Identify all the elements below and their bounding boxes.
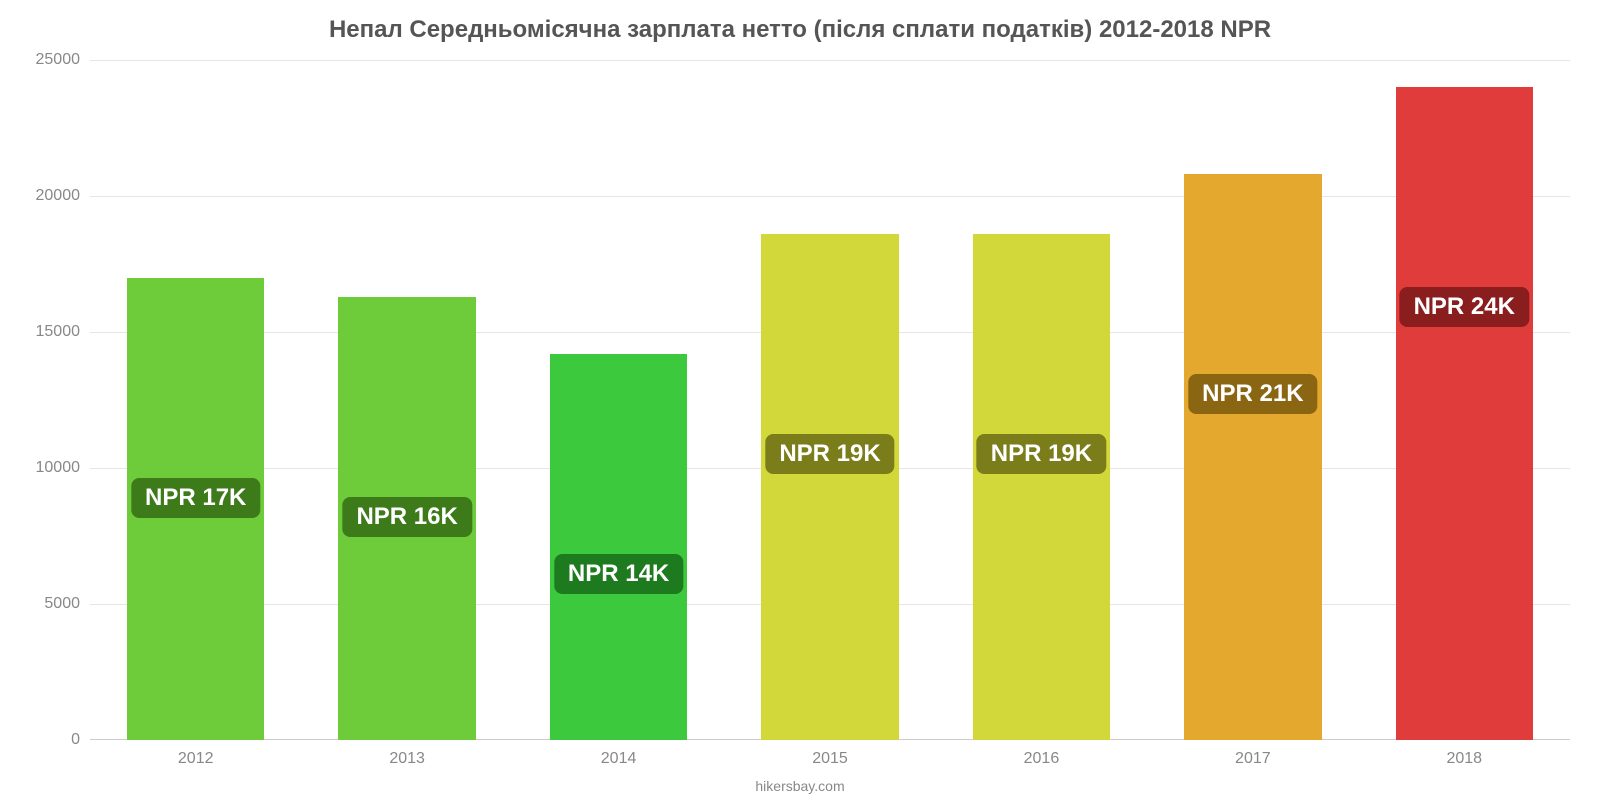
y-tick-label: 0 <box>71 731 90 749</box>
x-tick-label: 2015 <box>812 740 848 768</box>
plot-area: 0500010000150002000025000NPR 17K2012NPR … <box>90 60 1570 740</box>
gridline <box>90 196 1570 197</box>
bar-value-label: NPR 16K <box>342 497 471 537</box>
chart-title: Непал Середньомісячна зарплата нетто (пі… <box>0 16 1600 44</box>
y-tick-label: 5000 <box>44 595 90 613</box>
chart-container: Непал Середньомісячна зарплата нетто (пі… <box>0 0 1600 800</box>
bar <box>973 234 1110 740</box>
gridline <box>90 60 1570 61</box>
bar-value-label: NPR 17K <box>131 478 260 518</box>
x-tick-label: 2014 <box>601 740 637 768</box>
x-tick-label: 2012 <box>178 740 214 768</box>
bar-value-label: NPR 19K <box>977 434 1106 474</box>
y-tick-label: 10000 <box>36 459 91 477</box>
y-tick-label: 25000 <box>36 51 91 69</box>
bar-value-label: NPR 21K <box>1188 374 1317 414</box>
x-tick-label: 2018 <box>1446 740 1482 768</box>
x-tick-label: 2016 <box>1024 740 1060 768</box>
bar-value-label: NPR 14K <box>554 554 683 594</box>
x-tick-label: 2017 <box>1235 740 1271 768</box>
source-label: hikersbay.com <box>0 778 1600 794</box>
y-tick-label: 15000 <box>36 323 91 341</box>
bar <box>550 354 687 740</box>
bar <box>1184 174 1321 740</box>
bar <box>1396 87 1533 740</box>
bar-value-label: NPR 24K <box>1400 287 1529 327</box>
x-tick-label: 2013 <box>389 740 425 768</box>
bar <box>761 234 898 740</box>
bar-value-label: NPR 19K <box>765 434 894 474</box>
y-tick-label: 20000 <box>36 187 91 205</box>
